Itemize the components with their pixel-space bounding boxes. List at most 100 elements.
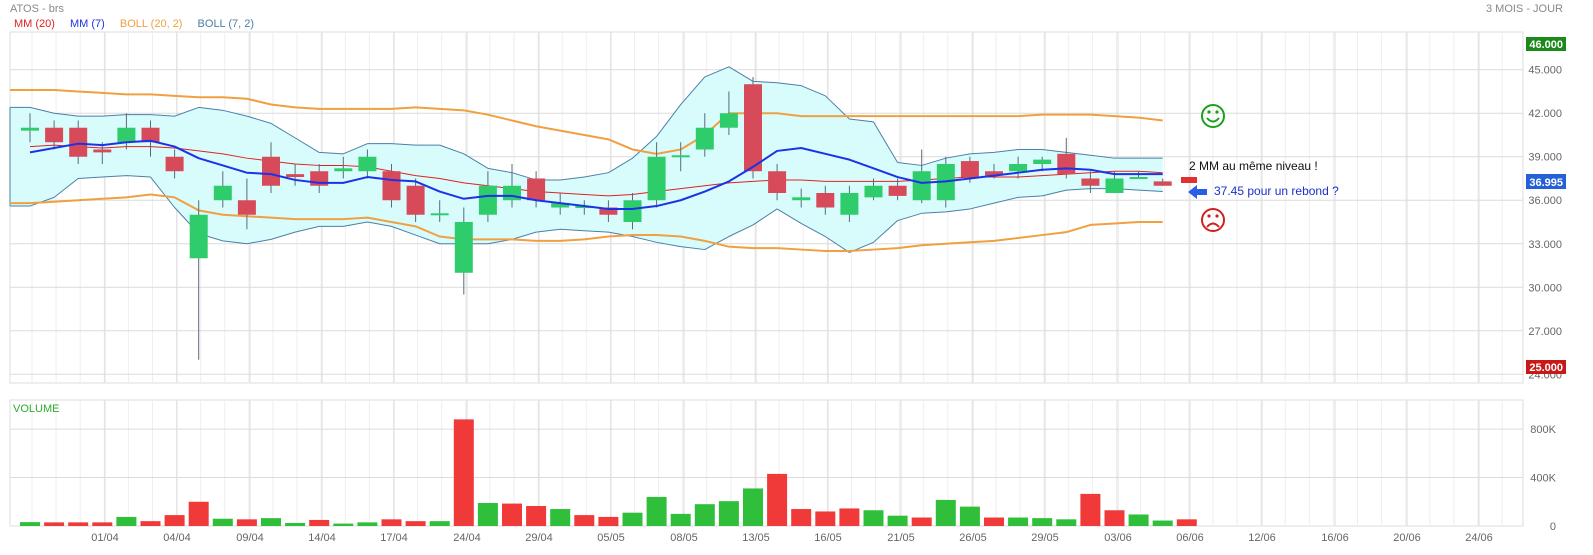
volume-bar[interactable] [959,506,980,526]
moving-average-7-line[interactable] [29,139,1163,210]
candle[interactable] [262,156,280,186]
volume-bar[interactable] [429,521,450,526]
candle[interactable] [985,171,1003,176]
candle[interactable] [454,222,473,273]
candle[interactable] [1129,177,1148,180]
volume-bar[interactable] [188,501,209,526]
volume-bar[interactable] [984,517,1004,526]
volume-bar[interactable] [1128,514,1149,526]
candle[interactable] [527,178,546,201]
volume-bar[interactable] [502,503,522,526]
volume-bar[interactable] [574,515,595,526]
candle[interactable] [1081,178,1100,186]
candle[interactable] [719,113,738,128]
volume-bar[interactable] [285,522,306,526]
volume-bar[interactable] [1008,517,1029,526]
candle[interactable] [768,171,787,193]
volume-bar[interactable] [694,504,715,526]
period-selector[interactable]: 3 MOIS - JOUR [1485,3,1563,15]
volume-bar[interactable] [1056,519,1077,526]
candle[interactable] [744,84,762,172]
candle[interactable] [1105,178,1124,193]
volume-bar[interactable] [887,515,908,526]
volume-bar[interactable] [44,522,65,526]
candle[interactable] [93,149,112,153]
volume-bar[interactable] [309,519,330,526]
volume-bar[interactable] [863,510,884,526]
volume-bar[interactable] [405,521,426,526]
candle[interactable] [1153,181,1172,186]
candle[interactable] [141,127,160,143]
candle[interactable] [888,185,907,196]
volume-bar[interactable] [1152,520,1173,526]
volume-bar[interactable] [212,518,233,526]
candle[interactable] [213,185,232,201]
candle[interactable] [647,156,666,201]
candle[interactable] [792,197,811,201]
candle[interactable] [1057,153,1076,175]
candle[interactable] [840,192,859,215]
candle[interactable] [695,127,714,150]
volume-bar[interactable] [381,519,402,526]
candle[interactable] [382,171,401,201]
legend-boll-7-2[interactable]: BOLL (7, 2) [197,18,254,30]
volume-bar[interactable] [911,517,932,526]
volume-bar[interactable] [743,488,763,526]
candle[interactable] [912,171,931,201]
candle[interactable] [478,185,497,215]
volume-bar[interactable] [1080,493,1101,526]
volume-bar[interactable] [1104,510,1125,526]
volume-bar[interactable] [526,506,547,526]
candle[interactable] [1009,163,1028,172]
volume-bar[interactable] [357,522,378,526]
volume-bar[interactable] [718,501,739,526]
legend-mm7[interactable]: MM (7) [70,18,105,30]
volume-bar[interactable] [1032,518,1053,526]
volume-bar[interactable] [261,518,281,526]
volume-bar[interactable] [20,522,40,526]
candle[interactable] [189,214,208,259]
volume-bar[interactable] [839,508,860,526]
volume-bar[interactable] [453,419,474,526]
candle[interactable] [334,168,353,172]
volume-bar[interactable] [164,515,185,526]
candle[interactable] [430,213,449,216]
volume-bar[interactable] [670,513,691,526]
volume-bar[interactable] [767,473,788,526]
volume-bar[interactable] [92,522,113,526]
volume-bar[interactable] [622,512,643,526]
candle[interactable] [165,156,184,172]
candle[interactable] [21,127,39,131]
candle[interactable] [45,127,64,143]
volume-bar[interactable] [333,523,354,526]
volume-bar[interactable] [550,509,571,526]
volume-bar[interactable] [598,516,619,526]
bollinger-7-2-upper-line[interactable] [10,66,1163,181]
volume-bar[interactable] [791,509,812,526]
volume-bar[interactable] [815,511,836,526]
legend-boll-20-2[interactable]: BOLL (20, 2) [119,18,183,30]
volume-bar[interactable] [935,499,956,526]
candle[interactable] [864,185,883,198]
volume-bar[interactable] [140,521,161,526]
candle[interactable] [623,200,642,223]
legend-mm20[interactable]: MM (20) [14,18,55,30]
bollinger-20-2-upper-line[interactable] [10,89,1163,155]
candle[interactable] [406,185,425,215]
candle[interactable] [551,203,570,208]
candle[interactable] [816,192,835,208]
volume-bar[interactable] [477,502,498,526]
candle[interactable] [960,161,979,178]
volume-bar[interactable] [1176,519,1197,526]
candle[interactable] [503,185,521,201]
candle[interactable] [599,207,618,215]
candle[interactable] [286,174,305,178]
volume-bar[interactable] [236,519,257,526]
candle[interactable] [237,200,256,215]
candle[interactable] [358,156,377,172]
candle[interactable] [69,127,88,157]
candle[interactable] [1033,159,1052,164]
candle[interactable] [117,127,136,143]
volume-bar[interactable] [116,516,137,526]
